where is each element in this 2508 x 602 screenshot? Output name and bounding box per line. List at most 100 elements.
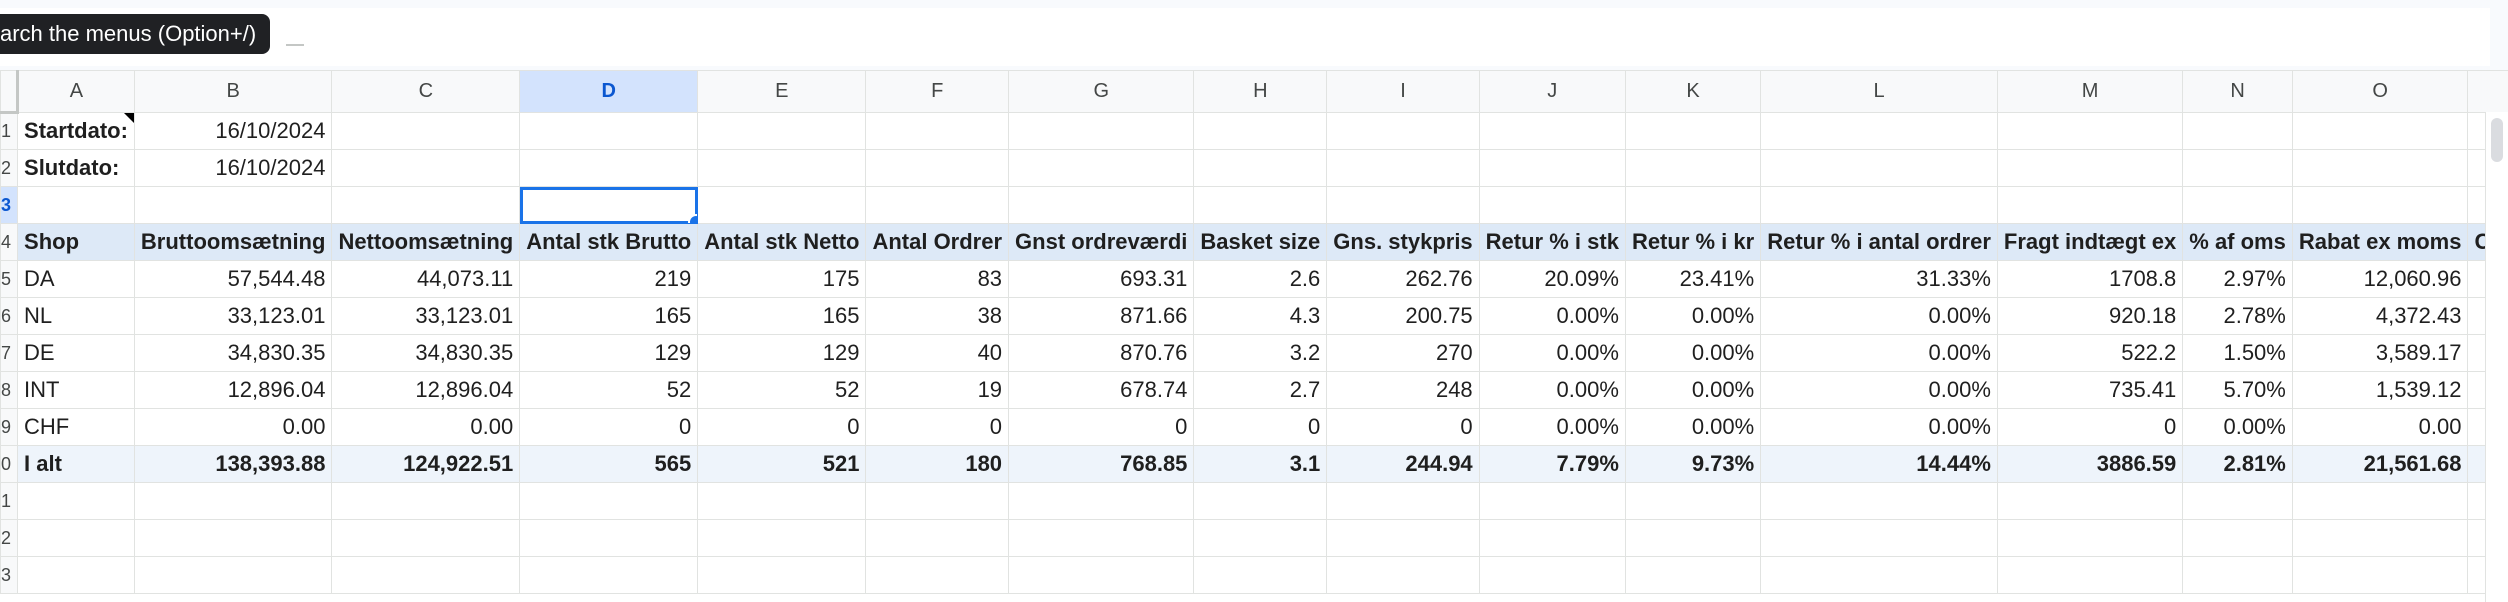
cell[interactable]: 0.00% bbox=[1624, 408, 1762, 446]
cell[interactable] bbox=[331, 519, 521, 557]
cell[interactable]: 1.50% bbox=[2182, 334, 2293, 372]
cell[interactable] bbox=[1193, 112, 1328, 150]
cell[interactable] bbox=[2182, 556, 2293, 594]
row-header[interactable]: 1 bbox=[0, 112, 19, 150]
cell[interactable] bbox=[697, 112, 867, 150]
cell[interactable]: 0.00% bbox=[1760, 297, 1998, 335]
cell[interactable]: 0.00% bbox=[1624, 334, 1762, 372]
cell[interactable] bbox=[1760, 556, 1998, 594]
cell[interactable] bbox=[1326, 482, 1480, 520]
cell[interactable] bbox=[1008, 519, 1195, 557]
cell[interactable]: 219 bbox=[519, 260, 699, 298]
cell[interactable]: 200.75 bbox=[1326, 297, 1480, 335]
cell[interactable]: 33,123.01 bbox=[331, 297, 521, 335]
cell[interactable]: 165 bbox=[697, 297, 867, 335]
cell[interactable]: 768.85 bbox=[1008, 445, 1195, 483]
cell[interactable] bbox=[2182, 112, 2293, 150]
column-header[interactable]: D bbox=[519, 70, 699, 113]
column-title[interactable]: Basket size bbox=[1193, 223, 1328, 261]
cell[interactable]: 44,073.11 bbox=[331, 260, 521, 298]
cell[interactable] bbox=[697, 482, 867, 520]
formula-bar[interactable] bbox=[0, 8, 2490, 66]
cell[interactable] bbox=[865, 519, 1010, 557]
cell[interactable] bbox=[1760, 519, 1998, 557]
row-header[interactable]: 0 bbox=[0, 445, 19, 483]
column-header[interactable]: F bbox=[865, 70, 1010, 113]
column-title[interactable]: Retur % i kr bbox=[1624, 223, 1762, 261]
row-header[interactable]: 1 bbox=[0, 482, 19, 520]
column-header[interactable]: M bbox=[1996, 70, 2184, 113]
cell[interactable]: 40 bbox=[865, 334, 1010, 372]
column-header[interactable]: B bbox=[133, 70, 333, 113]
cell[interactable]: 521 bbox=[697, 445, 867, 483]
cell[interactable]: 522.2 bbox=[1996, 334, 2184, 372]
cell[interactable]: 20.09% bbox=[1478, 260, 1626, 298]
cell[interactable]: 0.00% bbox=[1760, 371, 1998, 409]
cell[interactable]: 52 bbox=[697, 371, 867, 409]
cell[interactable]: 14.44% bbox=[1760, 445, 1998, 483]
cell[interactable]: 3,589.17 bbox=[2291, 334, 2469, 372]
cell[interactable] bbox=[1326, 519, 1480, 557]
column-title[interactable]: Antal stk Brutto bbox=[519, 223, 699, 261]
cell[interactable] bbox=[865, 186, 1010, 224]
cell[interactable]: 57,544.48 bbox=[133, 260, 333, 298]
cell[interactable] bbox=[2182, 519, 2293, 557]
cell[interactable]: 0 bbox=[519, 408, 699, 446]
cell[interactable]: 0 bbox=[865, 408, 1010, 446]
cell[interactable]: 9.73% bbox=[1624, 445, 1762, 483]
cell[interactable]: 12,896.04 bbox=[133, 371, 333, 409]
cell[interactable]: 12,896.04 bbox=[331, 371, 521, 409]
cell[interactable] bbox=[1760, 149, 1998, 187]
column-title[interactable]: Antal stk Netto bbox=[697, 223, 867, 261]
cell[interactable] bbox=[1478, 556, 1626, 594]
cell[interactable]: 0.00% bbox=[1478, 297, 1626, 335]
cell[interactable]: 34,830.35 bbox=[331, 334, 521, 372]
cell[interactable]: DE bbox=[17, 334, 135, 372]
cell[interactable] bbox=[697, 149, 867, 187]
cell[interactable]: 0.00% bbox=[1478, 334, 1626, 372]
row-header[interactable]: 3 bbox=[0, 186, 19, 224]
cell[interactable]: I alt bbox=[17, 445, 135, 483]
cell[interactable] bbox=[697, 556, 867, 594]
cell[interactable] bbox=[1996, 112, 2184, 150]
cell[interactable] bbox=[331, 556, 521, 594]
cell[interactable] bbox=[2291, 519, 2469, 557]
cell[interactable]: 0.00 bbox=[331, 408, 521, 446]
cell[interactable] bbox=[865, 556, 1010, 594]
column-header[interactable]: O bbox=[2291, 70, 2469, 113]
cell[interactable] bbox=[2291, 186, 2469, 224]
cell[interactable]: 1708.8 bbox=[1996, 260, 2184, 298]
start-date-value[interactable]: 16/10/2024 bbox=[133, 112, 333, 150]
cell[interactable]: 0.00 bbox=[2291, 408, 2469, 446]
cell[interactable] bbox=[1008, 482, 1195, 520]
cell[interactable]: 0.00% bbox=[2182, 408, 2293, 446]
cell[interactable]: 129 bbox=[697, 334, 867, 372]
cell[interactable]: 2.78% bbox=[2182, 297, 2293, 335]
column-header[interactable]: H bbox=[1193, 70, 1328, 113]
cell[interactable]: 23.41% bbox=[1624, 260, 1762, 298]
column-title[interactable]: Antal Ordrer bbox=[865, 223, 1010, 261]
cell[interactable]: 83 bbox=[865, 260, 1010, 298]
row-header[interactable]: 8 bbox=[0, 371, 19, 409]
cell[interactable]: 0 bbox=[1996, 408, 2184, 446]
column-header[interactable]: N bbox=[2182, 70, 2293, 113]
cell[interactable]: 4.3 bbox=[1193, 297, 1328, 335]
column-title[interactable]: Fragt indtægt ex bbox=[1996, 223, 2184, 261]
cell[interactable]: 920.18 bbox=[1996, 297, 2184, 335]
row-header[interactable]: 3 bbox=[0, 556, 19, 594]
column-title[interactable]: Rabat ex moms bbox=[2291, 223, 2469, 261]
cell[interactable] bbox=[2182, 482, 2293, 520]
cell[interactable] bbox=[1008, 556, 1195, 594]
cell[interactable] bbox=[17, 186, 135, 224]
fill-handle[interactable] bbox=[688, 214, 697, 223]
cell[interactable] bbox=[519, 556, 699, 594]
cell[interactable] bbox=[1624, 149, 1762, 187]
cell[interactable] bbox=[2291, 482, 2469, 520]
cell[interactable] bbox=[133, 556, 333, 594]
end-date-value[interactable]: 16/10/2024 bbox=[133, 149, 333, 187]
cell[interactable]: 870.76 bbox=[1008, 334, 1195, 372]
column-header[interactable]: J bbox=[1478, 70, 1626, 113]
row-header[interactable]: 6 bbox=[0, 297, 19, 335]
cell[interactable] bbox=[865, 482, 1010, 520]
